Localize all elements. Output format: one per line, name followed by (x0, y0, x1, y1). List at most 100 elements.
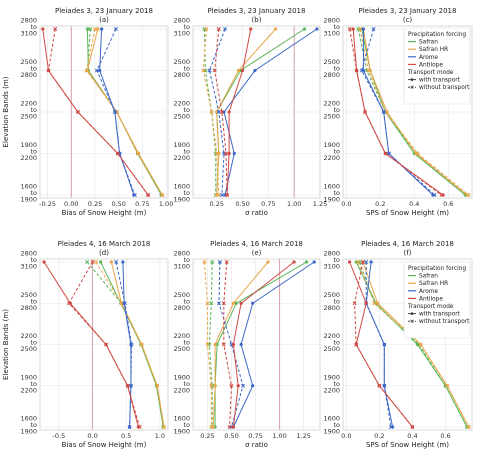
y-tick-label: 2500 to 2800 (20, 58, 37, 79)
y-tick-line: to (333, 106, 340, 114)
y-tick-line: 1900 (20, 141, 37, 149)
data-point (162, 425, 166, 429)
series-line (202, 28, 220, 196)
x-tick-label: 0.50 (224, 432, 238, 440)
y-tick-line: 1600 (323, 183, 340, 191)
x-axis-label: SPS of Snow Height (m) (366, 441, 449, 449)
y-tick-label: 2800 to 3100 (20, 17, 37, 38)
x-tick-label: 0.00 (64, 200, 78, 208)
y-tick-line: to (333, 189, 340, 197)
y-tick-label: 2200 to 2500 (173, 332, 190, 353)
data-point (312, 260, 316, 264)
x-tick-label: 0.75 (135, 200, 149, 208)
data-point (354, 68, 359, 73)
x-tick-label: 0.5 (121, 432, 131, 440)
y-tick-label: 2800 to 3100 (20, 250, 37, 271)
y-tick-label: 1600 to 1900 (323, 183, 340, 204)
y-tick-line: to (333, 65, 340, 73)
series-line (218, 261, 244, 428)
data-point (315, 27, 319, 31)
x-tick-label: 0.0 (341, 200, 351, 208)
data-point (96, 27, 100, 31)
y-tick-line: 2500 (173, 291, 190, 299)
y-tick-line: 2500 (173, 113, 190, 121)
x-tick-label: 0.6 (443, 200, 453, 208)
data-point (251, 384, 255, 388)
data-point (213, 384, 217, 388)
panel-subtitle: (e) (252, 249, 262, 257)
x-axis-label: SPS of Snow Height (m) (366, 209, 449, 217)
y-tick-line: to (183, 256, 190, 264)
y-tick-line: 1900 (20, 196, 37, 204)
data-point (377, 383, 382, 388)
y-tick-line: to (183, 189, 190, 197)
data-point (389, 425, 393, 429)
data-point (219, 193, 224, 197)
data-point (266, 260, 270, 264)
x-tick-label: 0.4 (407, 432, 417, 440)
data-point (359, 68, 364, 73)
data-point (466, 193, 471, 197)
data-point (216, 110, 221, 114)
plot-frame (39, 258, 169, 431)
panel-title: Pleiades 3, 23 January 2018 (359, 7, 457, 15)
x-tick-label: 1.00 (159, 200, 173, 208)
legend-box (403, 261, 471, 339)
y-axis-label: Elevation Bands (m) (2, 309, 10, 380)
y-tick-line: 2800 (323, 17, 340, 25)
x-tick-label: 0.0 (341, 432, 351, 440)
y-tick-line: 2800 (20, 17, 37, 25)
data-point (364, 301, 368, 305)
y-tick-line: 3100 (20, 263, 37, 271)
y-tick-line: 1600 (323, 415, 340, 423)
panel-subtitle: (b) (252, 16, 262, 24)
data-point (466, 425, 471, 429)
y-tick-line: 3100 (20, 30, 37, 38)
x-tick-label: 0.2 (374, 432, 384, 440)
y-tick-line: to (183, 380, 190, 388)
y-tick-line: to (183, 339, 190, 347)
x-tick-label: 1.0 (155, 432, 165, 440)
data-point (135, 151, 140, 156)
data-point (225, 193, 230, 197)
x-tick-label: 0.75 (248, 432, 262, 440)
data-point (216, 193, 221, 197)
data-point (410, 425, 415, 429)
y-tick-label: 2500 to 2800 (323, 58, 340, 79)
legend-label: without transport (419, 319, 470, 325)
x-tick-label: 0.25 (200, 432, 214, 440)
legend-label: Safran (419, 274, 438, 280)
y-tick-line: 1900 (323, 196, 340, 204)
legend-label: Safran (419, 40, 438, 46)
plot-frame (342, 25, 473, 199)
panel-title: Pleiades 4, 16 March 2018 (210, 240, 303, 248)
y-tick-label: 1600 to 1900 (323, 415, 340, 436)
legend-label: Arome (419, 289, 438, 295)
data-point (127, 425, 132, 429)
data-point (302, 27, 307, 31)
y-tick-line: 2500 (323, 58, 340, 66)
y-tick-line: to (333, 256, 340, 264)
y-tick-line: 2200 (173, 386, 190, 394)
y-tick-line: 2800 (173, 17, 190, 25)
y-tick-label: 2500 to 2800 (173, 58, 190, 79)
panel-title: Pleiades 3, 23 January 2018 (208, 7, 306, 15)
data-point (98, 68, 102, 73)
panel-d: -0.5 0.0 0.5 1.0 Pleiades 4, 16 March 2018(d… (20, 240, 169, 449)
y-tick-line: to (333, 148, 340, 156)
data-point (93, 27, 97, 31)
data-point (240, 68, 245, 73)
y-tick-label: 1600 to 1900 (20, 183, 37, 204)
y-tick-label: 1900 to 2200 (20, 373, 37, 394)
x-tick-label: 1.25 (296, 432, 310, 440)
data-point (371, 27, 376, 31)
data-point (213, 342, 217, 347)
y-tick-line: 1600 (20, 415, 37, 423)
data-point (304, 260, 309, 264)
y-tick-line: 2200 (323, 154, 340, 162)
legend-title: Precipitation forcing (408, 266, 466, 272)
y-tick-line: to (30, 421, 37, 429)
y-tick-line: to (30, 106, 37, 114)
panel-subtitle: (a) (99, 16, 109, 24)
data-point (231, 301, 236, 305)
